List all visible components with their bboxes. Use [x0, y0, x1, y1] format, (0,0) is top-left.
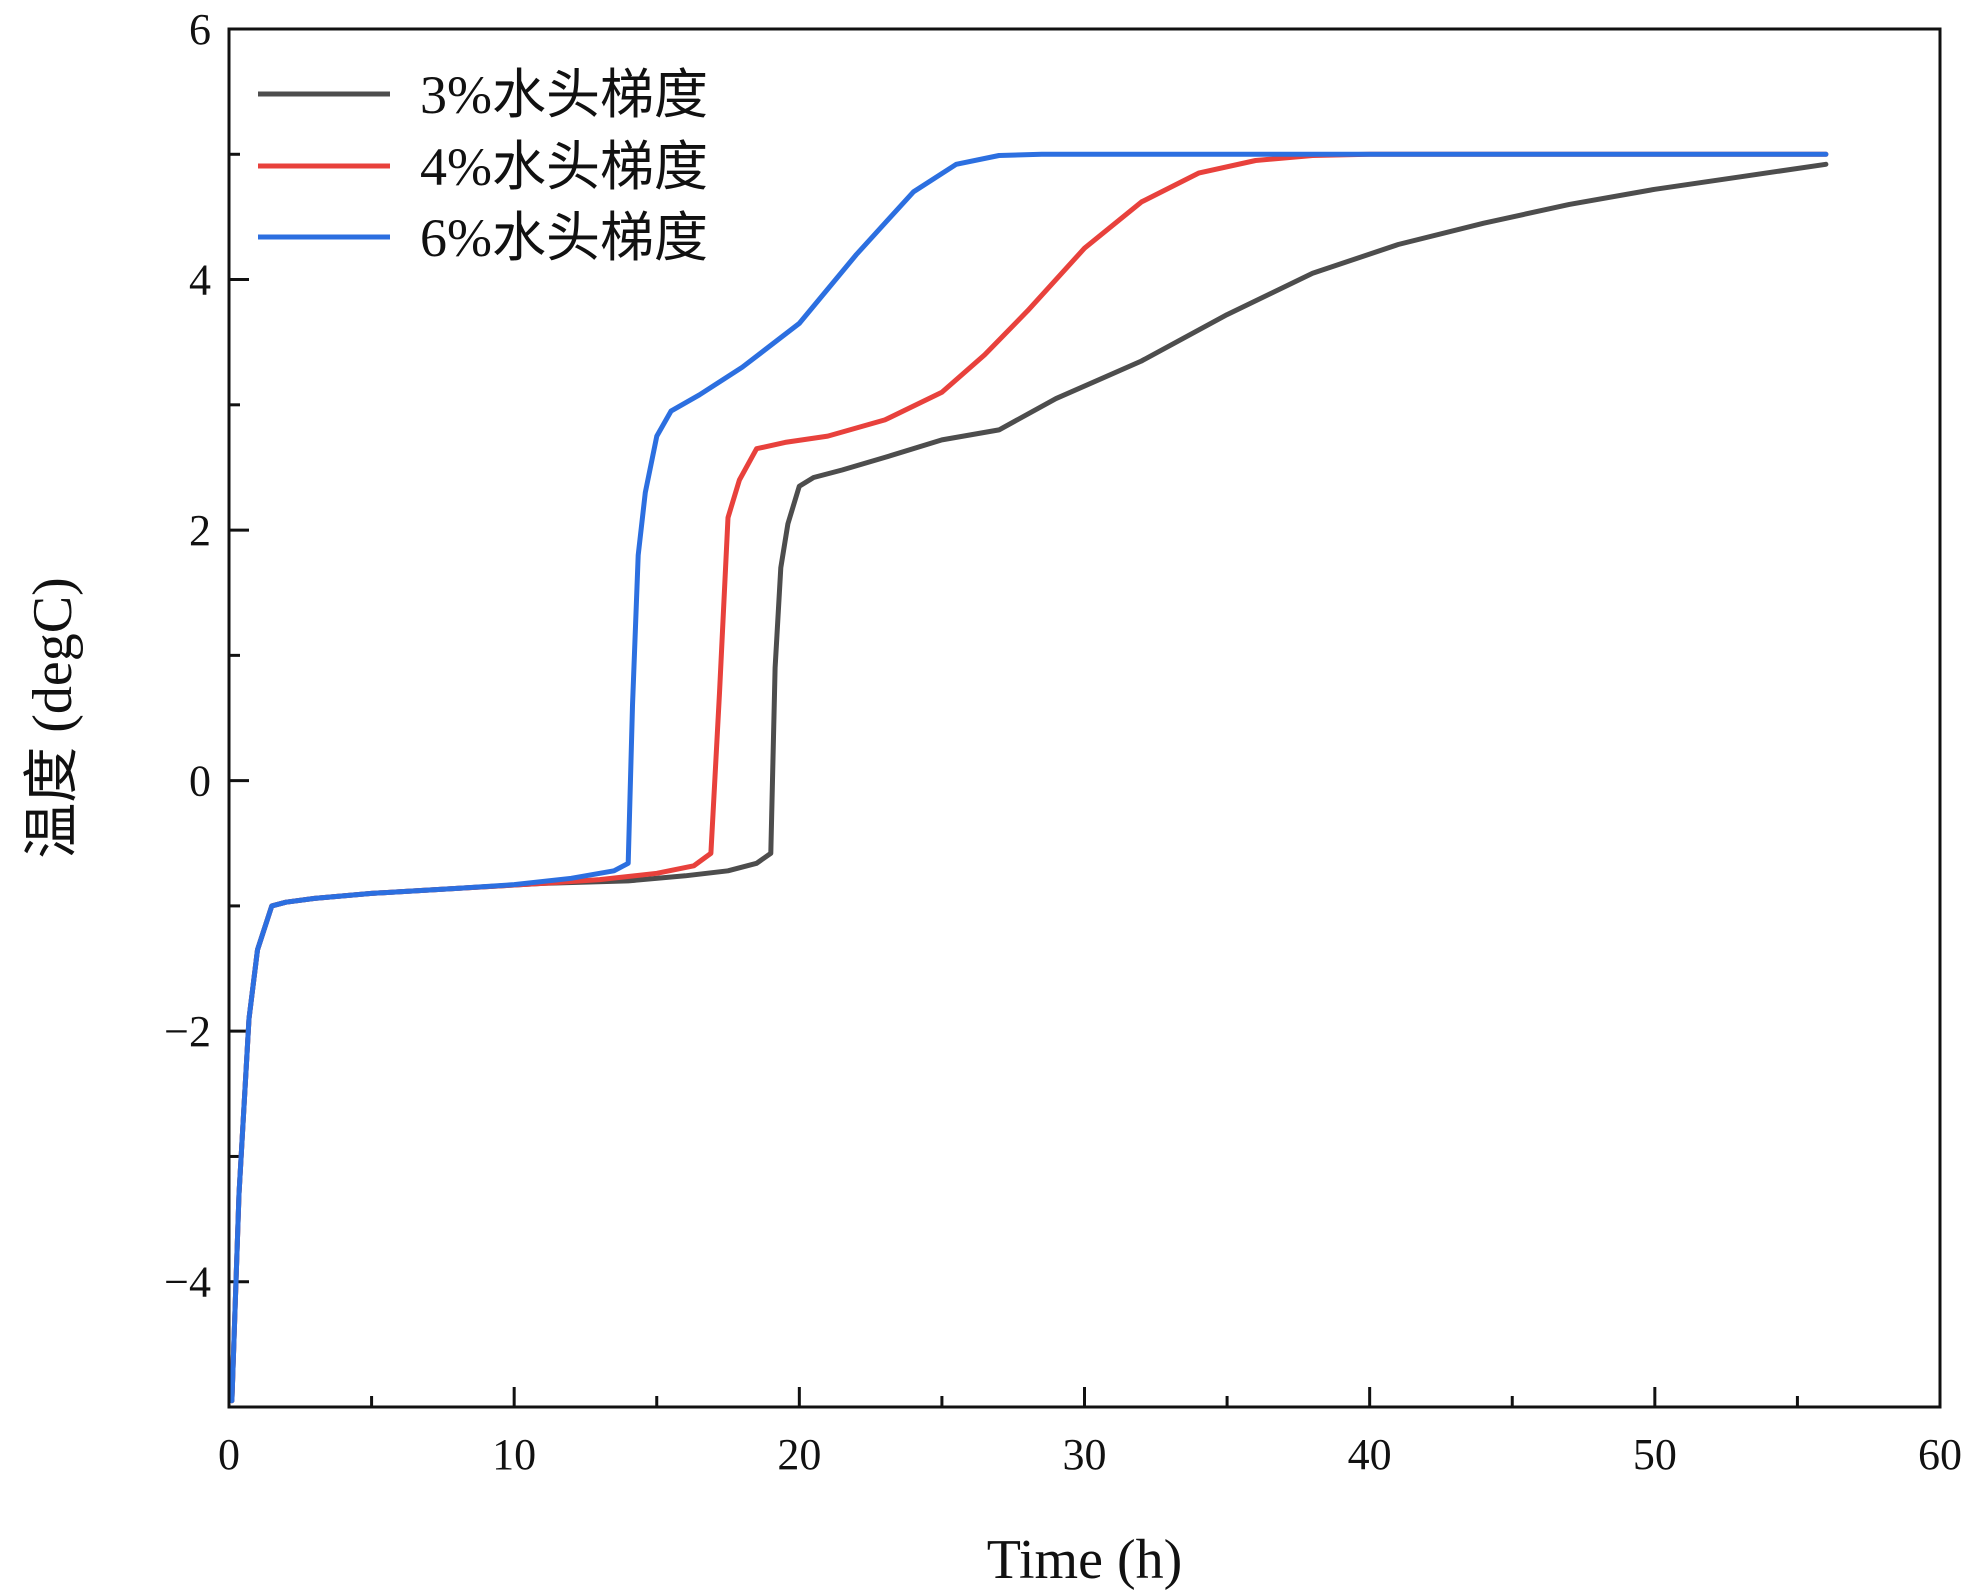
- x-tick-label: 60: [1918, 1430, 1962, 1479]
- x-tick-label: 50: [1633, 1430, 1677, 1479]
- y-tick-label: 6: [189, 5, 211, 54]
- chart-container: 0 10 20 30 40 50 60 −4 −2 0 2 4 6 3%水头梯度 4%水头梯度 6%水头梯度…: [0, 0, 1969, 1595]
- line-chart: 0 10 20 30 40 50 60 −4 −2 0 2 4 6 3%水头梯度 4%水头梯度 6%水头梯度…: [0, 0, 1969, 1595]
- y-tick-label: 2: [189, 506, 211, 555]
- x-tick-label: 30: [1063, 1430, 1107, 1479]
- x-tick-label: 20: [777, 1430, 821, 1479]
- legend-label-1: 3%水头梯度: [420, 65, 708, 125]
- y-tick-label: −2: [164, 1007, 211, 1056]
- x-tick-label: 0: [218, 1430, 240, 1479]
- y-tick-label: −4: [164, 1258, 211, 1307]
- x-tick-label: 10: [492, 1430, 536, 1479]
- x-axis-title: Time (h): [987, 1529, 1183, 1591]
- legend: 3%水头梯度 4%水头梯度 6%水头梯度: [258, 65, 708, 268]
- y-tick-label: 4: [189, 256, 211, 305]
- y-tick-label: 0: [189, 757, 211, 806]
- y-axis-title: 温度 (degC): [22, 577, 84, 859]
- legend-label-2: 4%水头梯度: [420, 137, 708, 197]
- x-tick-label: 40: [1348, 1430, 1392, 1479]
- legend-label-3: 6%水头梯度: [420, 208, 708, 268]
